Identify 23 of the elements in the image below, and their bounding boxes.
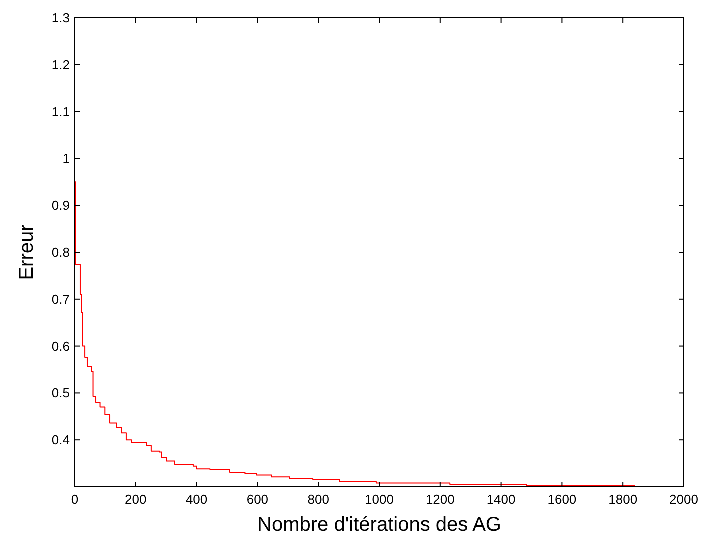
x-tick-label: 1400: [486, 492, 516, 507]
y-tick-label: 0.4: [52, 432, 70, 448]
y-axis-title: Erreur: [16, 224, 38, 280]
x-tick-label: 0: [71, 492, 79, 507]
y-tick-label: 1: [62, 151, 70, 166]
x-tick-label: 1000: [365, 492, 394, 507]
x-tick-label: 400: [186, 492, 208, 507]
y-tick-label: 0.6: [52, 338, 70, 354]
x-tick-label: 1600: [548, 492, 577, 507]
y-tick-label: 0.7: [52, 292, 70, 307]
y-tick-label: 1.1: [52, 104, 70, 120]
x-tick-label: 1200: [426, 492, 455, 507]
y-tick-label: 1.3: [52, 10, 70, 26]
x-axis-title: Nombre d'itérations des AG: [258, 514, 502, 536]
x-tick-label: 800: [308, 492, 330, 507]
x-tick-label: 2000: [670, 492, 698, 507]
y-tick-label: 0.5: [52, 386, 70, 401]
y-tick-label: 0.8: [52, 245, 70, 260]
x-tick-label: 600: [246, 492, 269, 507]
x-tick-label: 1800: [608, 492, 638, 507]
x-tick-label: 200: [125, 492, 147, 507]
y-tick-label: 0.9: [52, 198, 70, 214]
y-tick-label: 1.2: [52, 57, 70, 72]
